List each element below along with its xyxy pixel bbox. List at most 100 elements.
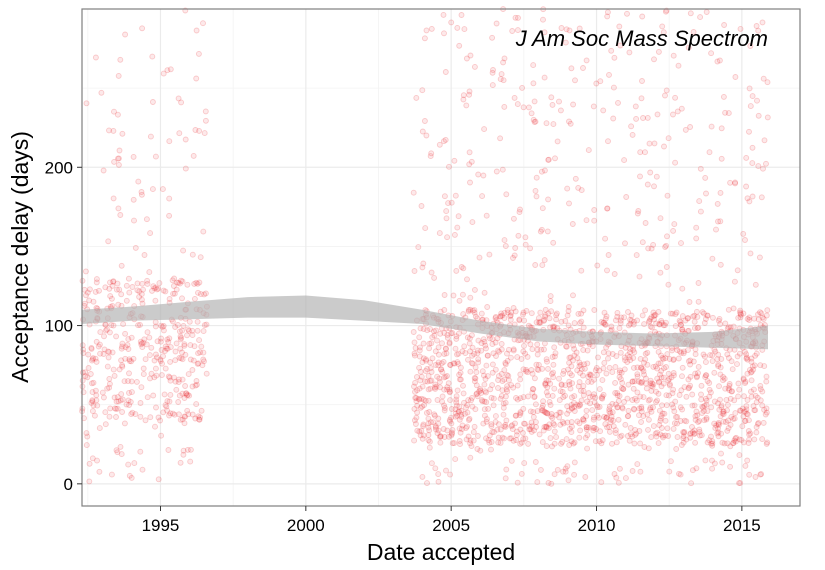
data-point — [419, 87, 426, 94]
data-point — [741, 408, 748, 415]
data-point — [175, 411, 182, 418]
data-point — [503, 417, 510, 424]
data-point — [625, 413, 632, 419]
data-point — [700, 351, 707, 358]
data-point — [659, 354, 666, 361]
data-point — [90, 379, 97, 386]
data-point — [532, 118, 539, 125]
data-point — [761, 406, 768, 413]
data-point — [153, 404, 159, 411]
data-point — [110, 127, 117, 134]
data-point — [510, 305, 517, 311]
data-point — [152, 423, 158, 430]
data-point — [541, 167, 548, 174]
data-point — [458, 407, 465, 414]
data-point — [501, 423, 508, 430]
data-point — [708, 50, 715, 57]
data-point — [466, 149, 473, 156]
data-point — [157, 356, 164, 363]
data-point — [695, 363, 702, 370]
data-point — [518, 356, 525, 362]
data-point — [602, 321, 609, 328]
data-point — [484, 304, 491, 310]
data-point — [162, 348, 168, 354]
data-point — [97, 329, 104, 336]
data-point — [609, 369, 616, 376]
data-point — [96, 425, 103, 432]
data-point — [746, 366, 753, 373]
data-point — [698, 391, 704, 398]
data-point — [687, 357, 694, 364]
data-point — [441, 407, 448, 414]
data-point — [574, 355, 581, 362]
data-point — [527, 426, 534, 433]
data-point — [137, 338, 144, 345]
data-point — [604, 267, 610, 274]
data-point — [624, 433, 631, 439]
data-point — [410, 189, 417, 196]
data-point — [516, 209, 523, 216]
data-point — [483, 435, 489, 442]
data-point — [138, 341, 145, 348]
data-point — [661, 143, 667, 150]
data-point — [702, 374, 709, 381]
data-point — [689, 467, 696, 474]
data-point — [708, 123, 715, 130]
data-point — [603, 415, 610, 421]
data-point — [111, 158, 118, 165]
data-point — [532, 401, 539, 408]
data-point — [164, 67, 171, 74]
data-point — [621, 157, 628, 164]
data-point — [106, 375, 113, 382]
data-point — [738, 437, 745, 444]
data-point — [627, 349, 633, 356]
data-point — [472, 313, 479, 320]
data-point — [454, 24, 461, 31]
data-point — [650, 309, 657, 316]
data-point — [643, 385, 650, 392]
data-point — [109, 349, 116, 356]
data-point — [473, 369, 480, 376]
data-point — [116, 286, 123, 293]
data-point — [752, 281, 759, 288]
data-point — [615, 416, 622, 423]
data-point — [665, 433, 672, 439]
data-point — [548, 94, 555, 101]
data-point — [593, 402, 600, 409]
data-point — [449, 427, 456, 433]
data-point — [696, 418, 703, 424]
data-point — [547, 402, 554, 408]
data-point — [731, 397, 738, 404]
data-point — [687, 10, 694, 17]
data-point — [749, 363, 756, 370]
data-point — [175, 399, 182, 405]
data-point — [419, 383, 426, 390]
data-point — [612, 379, 619, 386]
data-point — [699, 403, 706, 410]
data-point — [119, 363, 126, 370]
data-point — [677, 318, 684, 325]
data-point — [138, 189, 145, 195]
data-point — [704, 408, 711, 415]
data-point — [458, 264, 465, 270]
data-point — [417, 325, 424, 332]
data-point — [648, 245, 655, 252]
data-point — [693, 224, 700, 231]
data-point — [622, 475, 629, 482]
data-point — [663, 242, 670, 249]
data-point — [533, 174, 540, 181]
data-point — [636, 412, 642, 419]
data-point — [489, 69, 496, 76]
data-point — [690, 358, 697, 365]
data-point — [105, 238, 112, 245]
data-point — [176, 328, 183, 335]
data-point — [89, 357, 95, 364]
data-point — [663, 402, 670, 409]
data-point — [504, 309, 511, 316]
data-point — [758, 310, 765, 317]
data-point — [164, 407, 171, 414]
data-point — [96, 341, 103, 348]
data-point — [528, 428, 535, 435]
smooth-confidence-band — [82, 295, 768, 350]
data-point — [411, 350, 418, 357]
